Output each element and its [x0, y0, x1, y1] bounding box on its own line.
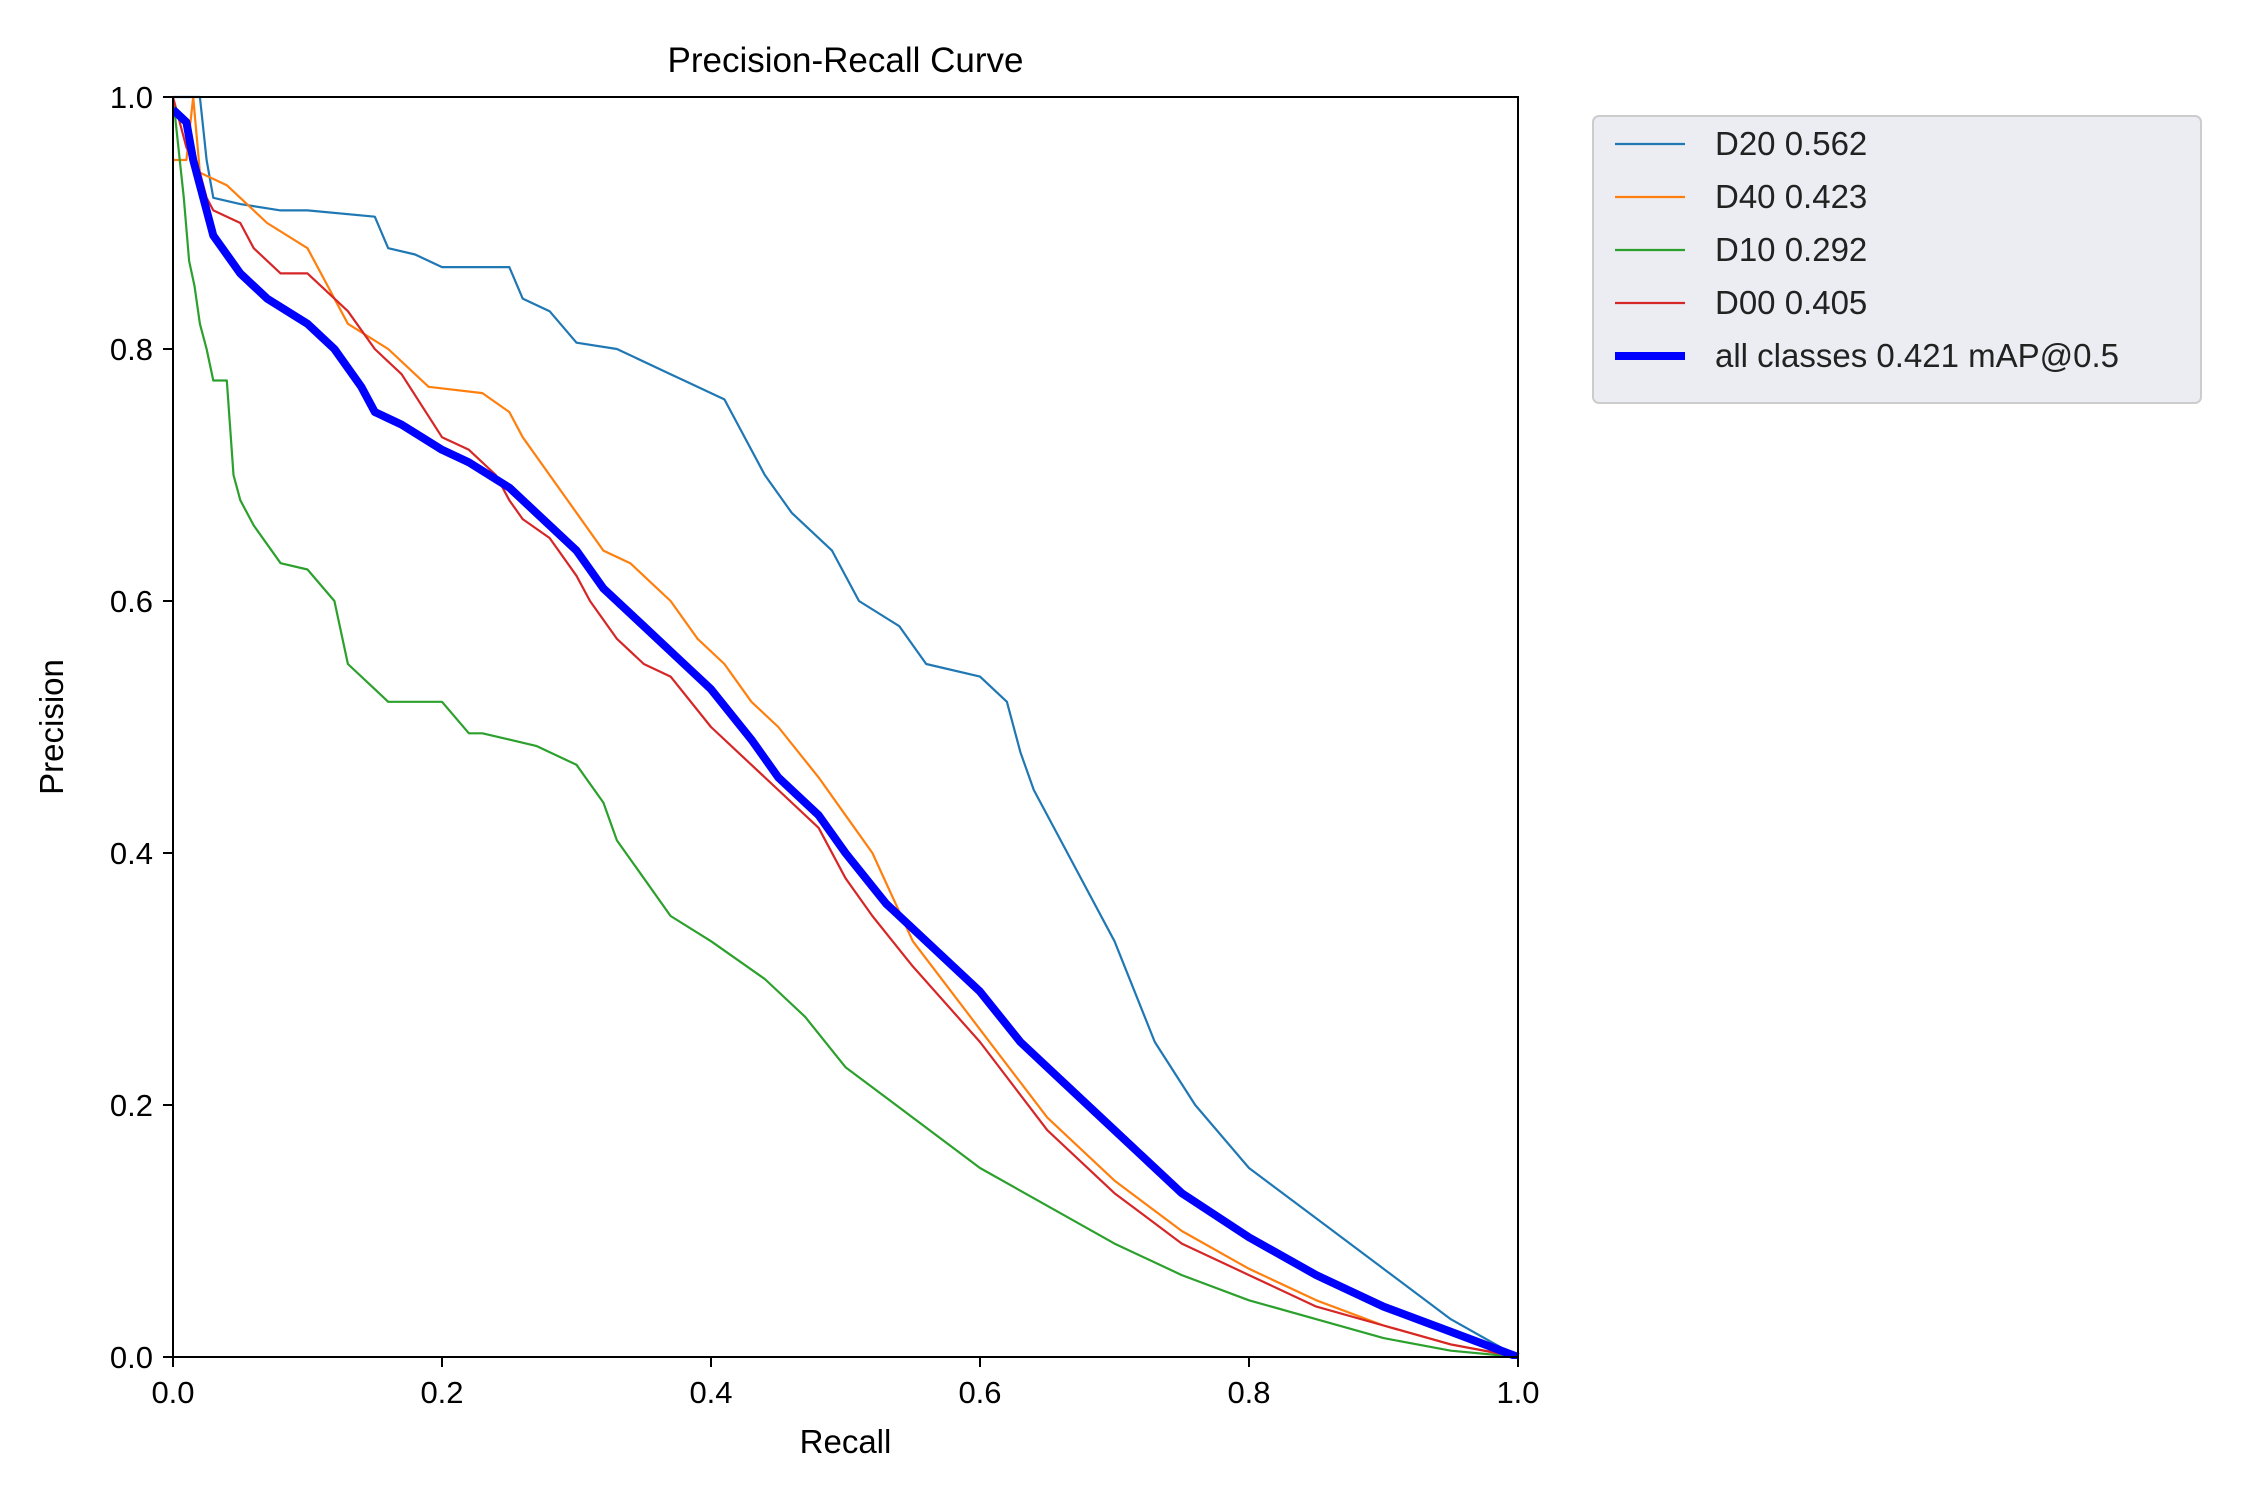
x-axis: 0.0 0.2 0.4 0.6 0.8 1.0	[151, 1357, 1540, 1410]
x-axis-title: Recall	[800, 1423, 892, 1460]
y-tick-label: 0.4	[110, 836, 153, 871]
legend-label: D20 0.562	[1715, 125, 1867, 162]
y-tick-label: 0.2	[110, 1088, 153, 1123]
x-tick-label: 0.0	[151, 1375, 194, 1410]
x-tick-label: 0.8	[1227, 1375, 1270, 1410]
y-axis: 0.0 0.2 0.4 0.6 0.8 1.0	[110, 80, 173, 1375]
legend-label: D00 0.405	[1715, 284, 1867, 321]
series-line-4	[173, 96, 1519, 1359]
chart-title: Precision-Recall Curve	[668, 41, 1024, 80]
x-tick-label: 0.2	[420, 1375, 463, 1410]
series-line-2	[173, 95, 1519, 1359]
x-tick-label: 0.4	[689, 1375, 732, 1410]
series-layer	[173, 95, 1520, 1359]
legend: D20 0.562 D40 0.423 D10 0.292 D00 0.405 all …	[1592, 115, 2202, 404]
y-tick-label: 0.6	[110, 584, 153, 619]
x-tick-label: 1.0	[1496, 1375, 1539, 1410]
series-line-3	[173, 96, 1519, 1359]
plot-frame	[172, 96, 1519, 1358]
y-tick-label: 0.0	[110, 1340, 153, 1375]
series-line-1	[173, 95, 1519, 1358]
x-tick-label: 0.6	[958, 1375, 1001, 1410]
legend-label: all classes 0.421 mAP@0.5	[1715, 337, 2119, 374]
y-tick-label: 1.0	[110, 80, 153, 115]
legend-box	[1592, 115, 2202, 404]
legend-label: D10 0.292	[1715, 231, 1867, 268]
y-tick-label: 0.8	[110, 332, 153, 367]
legend-label: D40 0.423	[1715, 178, 1867, 215]
y-axis-title: Precision	[33, 659, 70, 795]
series-line-5	[173, 106, 1520, 1359]
